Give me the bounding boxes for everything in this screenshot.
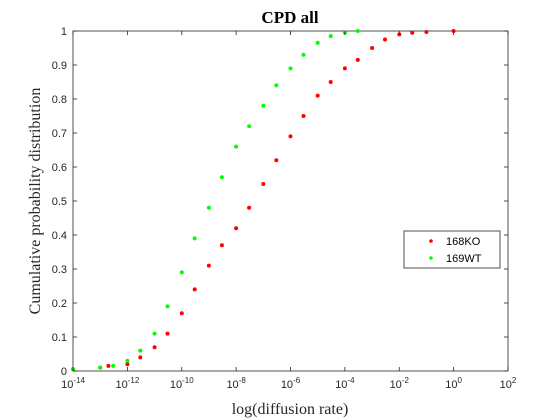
- data-point: [315, 40, 320, 45]
- y-tick-label: 1: [61, 26, 67, 38]
- x-tick-label: 10-6: [281, 376, 301, 391]
- x-tick-label: 10-14: [61, 376, 85, 391]
- y-axis-label: Cumulative probability distribution: [27, 88, 44, 315]
- data-point: [247, 205, 252, 210]
- data-point: [98, 365, 103, 370]
- data-point: [328, 34, 333, 39]
- y-tick-label: 0.2: [52, 298, 67, 310]
- legend-marker-169wt: [429, 256, 433, 260]
- data-point: [206, 263, 211, 268]
- data-point: [355, 57, 360, 62]
- data-point: [424, 30, 429, 34]
- data-point: [301, 114, 306, 118]
- data-point: [219, 243, 224, 248]
- data-point: [152, 331, 157, 336]
- data-point: [165, 304, 170, 309]
- data-point: [288, 134, 293, 139]
- data-point: [125, 358, 130, 363]
- data-point: [192, 287, 197, 292]
- data-point: [288, 66, 293, 71]
- data-point: [342, 66, 347, 71]
- data-point: [234, 226, 239, 231]
- x-tick-label: 10-4: [335, 376, 355, 391]
- data-point: [261, 103, 266, 108]
- data-point: [179, 311, 184, 316]
- data-point: [234, 144, 239, 149]
- data-point: [219, 175, 224, 180]
- x-tick-label: 10-10: [170, 376, 194, 391]
- legend-label-169wt: 169WT: [446, 253, 482, 265]
- y-tick-label: 0.4: [52, 230, 67, 242]
- x-tick-label: 10-12: [115, 376, 139, 391]
- data-point: [315, 93, 320, 98]
- data-point: [328, 80, 333, 84]
- chart-title: CPD all: [261, 8, 318, 27]
- data-point: [138, 355, 143, 360]
- data-point: [261, 182, 266, 186]
- data-point: [274, 158, 279, 163]
- data-point: [410, 30, 415, 35]
- data-point: [247, 124, 252, 129]
- data-point: [138, 348, 143, 353]
- data-point: [111, 363, 116, 368]
- data-points: [71, 29, 456, 372]
- data-point: [355, 29, 360, 33]
- data-point: [179, 270, 184, 275]
- data-point: [383, 37, 387, 42]
- y-tick-label: 0: [61, 366, 67, 378]
- data-point: [206, 205, 211, 210]
- y-tick-label: 0.7: [52, 128, 67, 140]
- x-tick-label: 102: [500, 376, 517, 391]
- x-axis-label: log(diffusion rate): [232, 401, 349, 418]
- axis-ticks: 10-14 10-12 10-10 10-8 10-6 10-4 10-2 100 102 0 0.…: [52, 26, 517, 391]
- data-point: [106, 363, 111, 368]
- y-tick-label: 0.9: [52, 60, 67, 72]
- x-tick-label: 10-2: [390, 376, 410, 391]
- x-tick-label: 100: [445, 376, 462, 391]
- data-point: [370, 46, 375, 50]
- legend-marker-168ko: [429, 239, 433, 243]
- data-point: [192, 236, 197, 241]
- y-tick-label: 0.8: [52, 94, 67, 106]
- data-point: [152, 345, 157, 350]
- data-point: [301, 52, 306, 57]
- plot-area: [72, 30, 509, 372]
- data-point: [274, 83, 279, 88]
- y-tick-label: 0.1: [52, 332, 67, 344]
- legend-label-168ko: 168KO: [446, 236, 481, 248]
- data-point: [125, 362, 130, 367]
- legend: 168KO 169WT: [403, 230, 501, 269]
- series-169wt: [71, 29, 360, 372]
- data-point: [165, 331, 170, 336]
- x-tick-label: 10-8: [226, 376, 246, 391]
- y-tick-label: 0.5: [52, 196, 67, 208]
- y-tick-label: 0.3: [52, 264, 67, 276]
- legend-box: [403, 230, 501, 269]
- y-tick-label: 0.6: [52, 162, 67, 174]
